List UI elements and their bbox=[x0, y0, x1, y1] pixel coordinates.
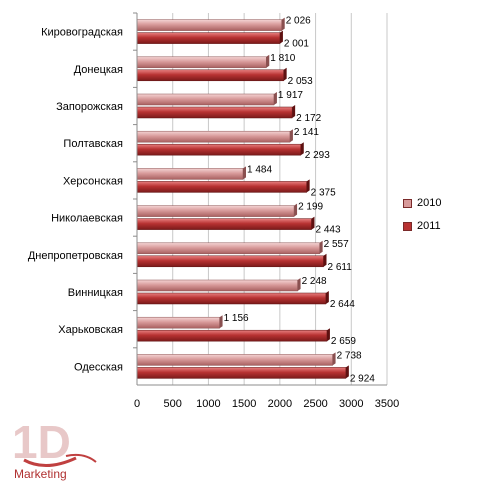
data-label-2011: 2 659 bbox=[331, 336, 356, 347]
data-label-2011: 2 293 bbox=[305, 150, 330, 161]
data-label-2010: 1 484 bbox=[247, 164, 272, 175]
x-tick-label: 2500 bbox=[303, 398, 327, 410]
bar-2010 bbox=[136, 205, 295, 217]
category-label: Кировоградская bbox=[41, 27, 123, 39]
bar-2010 bbox=[136, 56, 267, 69]
data-label-2011: 2 924 bbox=[350, 373, 375, 384]
data-label-2011: 2 644 bbox=[330, 299, 355, 310]
data-label-2010: 2 557 bbox=[324, 239, 349, 250]
bar-2010 bbox=[136, 242, 320, 255]
logo-text: Marketing bbox=[14, 467, 67, 481]
category-label: Харьковская bbox=[58, 324, 123, 336]
bar-2011 bbox=[136, 329, 328, 342]
bar-side-2011 bbox=[306, 179, 310, 193]
bar-side-2011 bbox=[300, 142, 304, 156]
category-label: Одесская bbox=[74, 361, 123, 373]
bar-side-2010 bbox=[294, 203, 298, 217]
data-label-2010: 2 738 bbox=[337, 350, 362, 361]
legend-label-2010: 2010 bbox=[417, 197, 442, 209]
bar-2011 bbox=[136, 292, 327, 305]
x-tick-label: 1500 bbox=[232, 398, 256, 410]
bar-2010 bbox=[136, 316, 220, 329]
bar-side-2011 bbox=[279, 30, 283, 44]
x-tick-label: 500 bbox=[164, 398, 182, 410]
data-label-2011: 2 053 bbox=[288, 76, 313, 87]
bar-2011 bbox=[136, 106, 293, 119]
x-tick-label: 0 bbox=[134, 398, 140, 410]
bar-side-2011 bbox=[311, 216, 315, 230]
data-label-2010: 1 156 bbox=[224, 313, 249, 324]
bar-side-2011 bbox=[326, 328, 330, 342]
bar-side-2010 bbox=[332, 352, 336, 366]
bar-2011 bbox=[136, 181, 307, 193]
data-label-2011: 2 443 bbox=[316, 225, 341, 236]
bar-2010 bbox=[136, 354, 333, 366]
bar-side-2010 bbox=[289, 129, 293, 143]
data-label-2011: 2 375 bbox=[311, 187, 336, 198]
data-label-2010: 2 248 bbox=[302, 276, 327, 287]
category-label: Запорожская bbox=[56, 101, 123, 113]
x-tick-label: 3500 bbox=[375, 398, 399, 410]
x-tick-label: 2000 bbox=[268, 398, 292, 410]
data-label-2010: 2 026 bbox=[286, 16, 311, 27]
bar-2011 bbox=[136, 32, 281, 44]
bar-side-2011 bbox=[292, 105, 296, 118]
data-label-2010: 2 199 bbox=[298, 202, 323, 213]
logo-brand: 1D bbox=[12, 416, 71, 468]
legend-swatch-2010 bbox=[403, 199, 412, 208]
category-label: Херсонская bbox=[63, 175, 123, 187]
legend-swatch-2011 bbox=[403, 222, 412, 231]
x-tick-label: 3000 bbox=[339, 398, 363, 410]
bar-2010 bbox=[136, 168, 244, 180]
bar-side-2011 bbox=[345, 365, 349, 379]
bar-2010 bbox=[136, 130, 291, 143]
data-label-2010: 2 141 bbox=[294, 127, 319, 138]
bar-2011 bbox=[136, 143, 302, 156]
data-label-2011: 2 172 bbox=[296, 113, 321, 124]
bar-2011 bbox=[136, 69, 284, 82]
data-label-2011: 2 001 bbox=[284, 39, 309, 50]
bar-side-2010 bbox=[266, 54, 270, 68]
bar-2011 bbox=[136, 218, 312, 230]
bar-side-2010 bbox=[297, 278, 301, 291]
data-label-2011: 2 611 bbox=[328, 262, 353, 273]
bar-side-2010 bbox=[219, 315, 223, 329]
marketing-logo: 1D Marketing bbox=[12, 416, 97, 481]
bar-2010 bbox=[136, 279, 298, 292]
bar-2010 bbox=[136, 93, 275, 106]
legend-label-2011: 2011 bbox=[417, 220, 441, 232]
category-label: Донецкая bbox=[74, 64, 123, 76]
data-label-2010: 1 917 bbox=[278, 90, 303, 101]
bar-side-2011 bbox=[323, 253, 327, 267]
bar-side-2010 bbox=[319, 240, 323, 254]
bar-side-2010 bbox=[273, 92, 277, 105]
category-label: Николаевская bbox=[51, 213, 123, 225]
bar-2010 bbox=[136, 19, 282, 31]
x-tick-label: 1000 bbox=[196, 398, 220, 410]
bar-side-2010 bbox=[281, 17, 285, 31]
category-label: Днепропетровская bbox=[28, 250, 123, 262]
category-label: Винницкая bbox=[68, 287, 123, 299]
data-label-2010: 1 810 bbox=[270, 53, 295, 64]
bar-side-2011 bbox=[283, 67, 287, 81]
bar-side-2010 bbox=[243, 166, 246, 180]
category-label: Полтавская bbox=[63, 138, 123, 150]
bar-2011 bbox=[136, 367, 347, 379]
bar-side-2011 bbox=[325, 291, 329, 304]
bar-2011 bbox=[136, 255, 324, 268]
